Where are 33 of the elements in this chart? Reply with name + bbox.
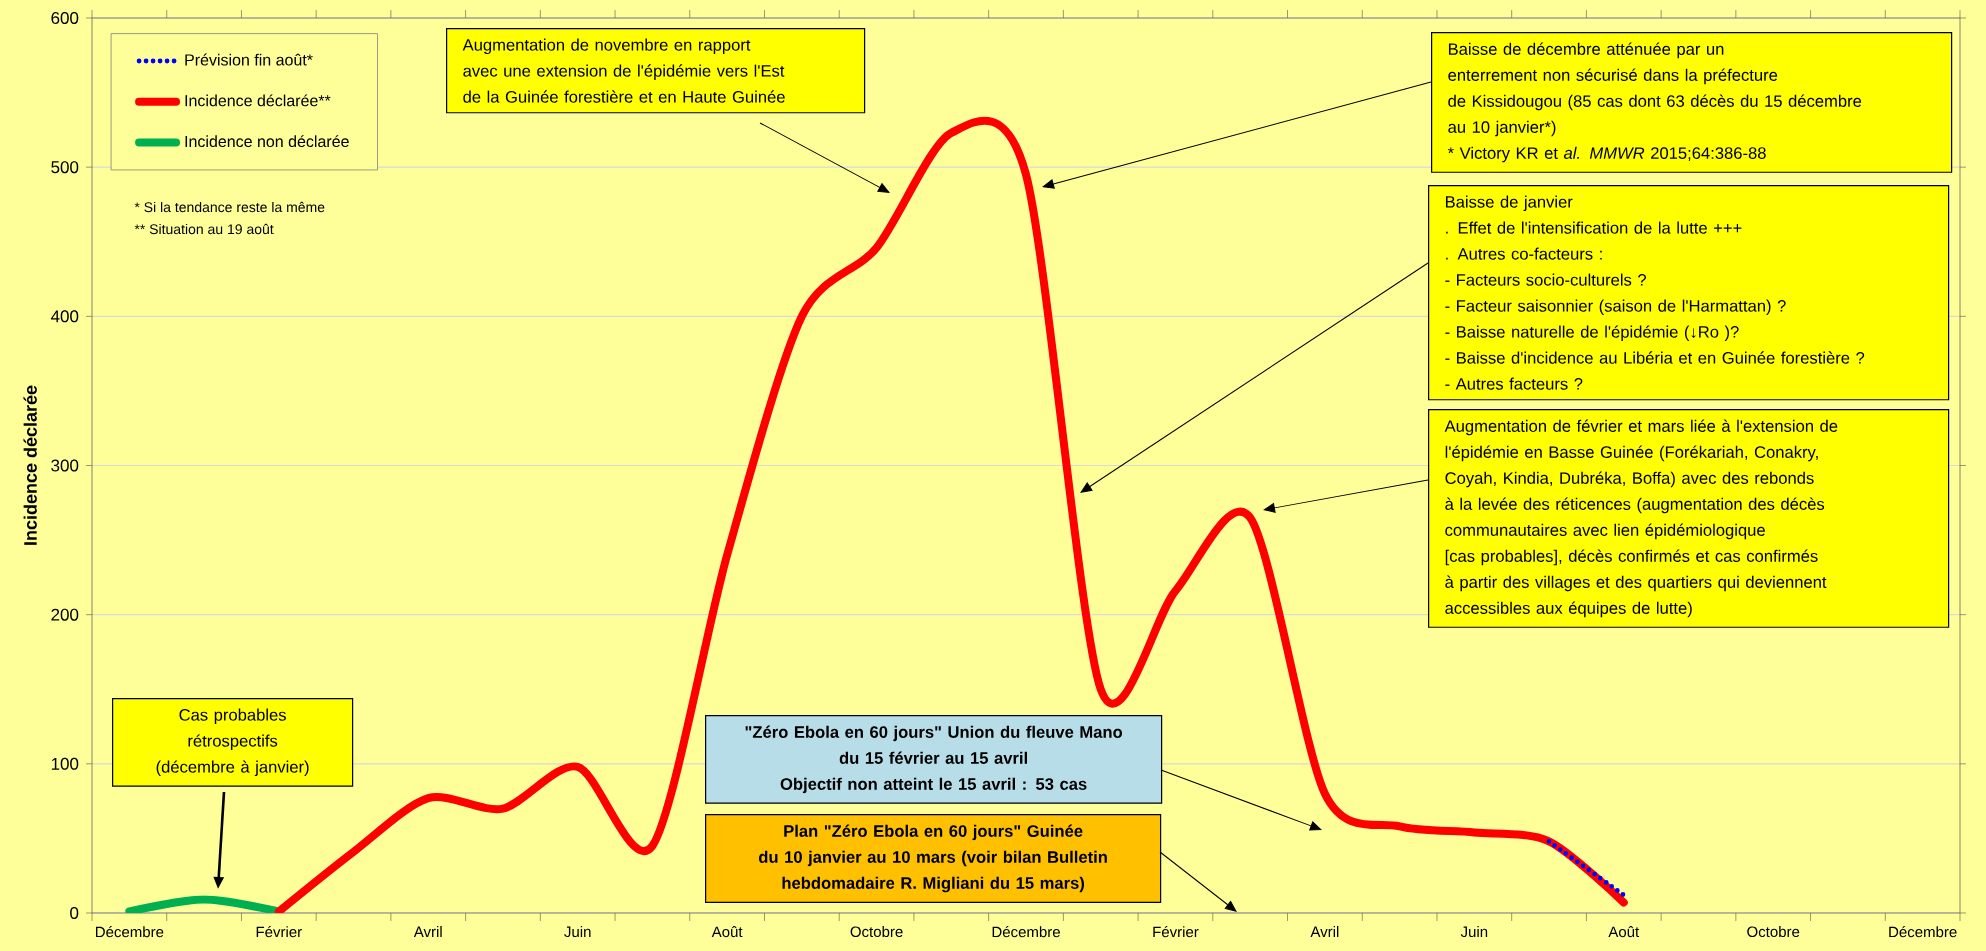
x-tick-label: Décembre [96, 926, 164, 938]
annotation: Baisse de janvier . Effet de l'intensification de la lutte +++ . Autres co-facteurs : - Facteurs socio-culturels ? - Facteur saisonnier (saison de l'Harmattan) ? - Baisse naturelle de l'épidémie (↓Ro )? - Baisse d'incidence au Libéria et en Guinée forestière ? - Autres facteurs ? [1445, 195, 1865, 390]
annotation: Baisse de décembre atténuée par un enterrement non sécurisé dans la préfecture de Kissidougou (85 cas dont 63 décès du 15 décembre au 10 janvier*) * Victory KR et al. MMWR 2015;64:386-88 [1447, 42, 1862, 163]
x-tick-label: Octobre [1747, 926, 1800, 938]
y-tick-label: 200 [51, 608, 79, 621]
annotation: Plan "Zéro Ebola en 60 jours" Guinée du 10 janvier au 10 mars (voir bilan Bulletin hebdomadaire R. Migliani du 15 mars) [758, 824, 1107, 893]
y-axis-title: Incidence déclarée [23, 385, 37, 545]
x-tick-label: Février [1153, 926, 1199, 938]
x-tick-label: Décembre [992, 926, 1060, 938]
legend-label: Incidence non déclarée [185, 135, 349, 148]
annotation: Augmentation de février et mars liée à l'extension de l'épidémie en Basse Guinée (Forékariah, Conakry, Coyah, Kindia, Dubréka, Boffa) avec des rebonds à la levée des réticences (augmentation des décès communautaires avec lien épidémiologique [cas probables], décès confirmés et cas confirmés à partir des villages et des quartiers qui deviennent accessibles aux équipes de lutte) [1444, 419, 1838, 618]
x-tick-label: Août [711, 926, 743, 938]
x-tick-label: Juin [564, 926, 591, 938]
annotation: ** Situation au 19 août [134, 223, 274, 235]
y-tick-label: 500 [51, 161, 79, 174]
y-tick-label: 300 [51, 459, 79, 472]
y-tick-label: 0 [70, 906, 79, 919]
legend-label: Prévision fin août* [185, 53, 313, 66]
x-tick-label: Décembre [1889, 926, 1957, 938]
y-tick-label: 600 [51, 11, 79, 25]
annotation: * Si la tendance reste la même [134, 201, 325, 213]
annotation: Cas probables rétrospectifs (décembre à janvier) [156, 708, 309, 777]
x-tick-label: Août [1608, 926, 1640, 938]
x-tick-label: Avril [1310, 926, 1339, 937]
annotation: Augmentation de novembre en rapport avec une extension de l'épidémie vers l'Est de la Guinée forestière et en Haute Guinée [462, 38, 785, 103]
legend-label: Incidence déclarée** [185, 94, 331, 107]
x-tick-label: Juin [1460, 926, 1488, 938]
x-tick-label: Octobre [850, 926, 903, 938]
x-tick-label: Avril [413, 926, 442, 937]
y-tick-label: 400 [50, 310, 79, 323]
annotation: "Zéro Ebola en 60 jours" Union du fleuve Mano du 15 février au 15 avril Objectif non atteint le 15 avril : 53 cas [745, 725, 1123, 794]
x-tick-label: Février [256, 926, 302, 938]
y-tick-label: 100 [51, 757, 79, 770]
